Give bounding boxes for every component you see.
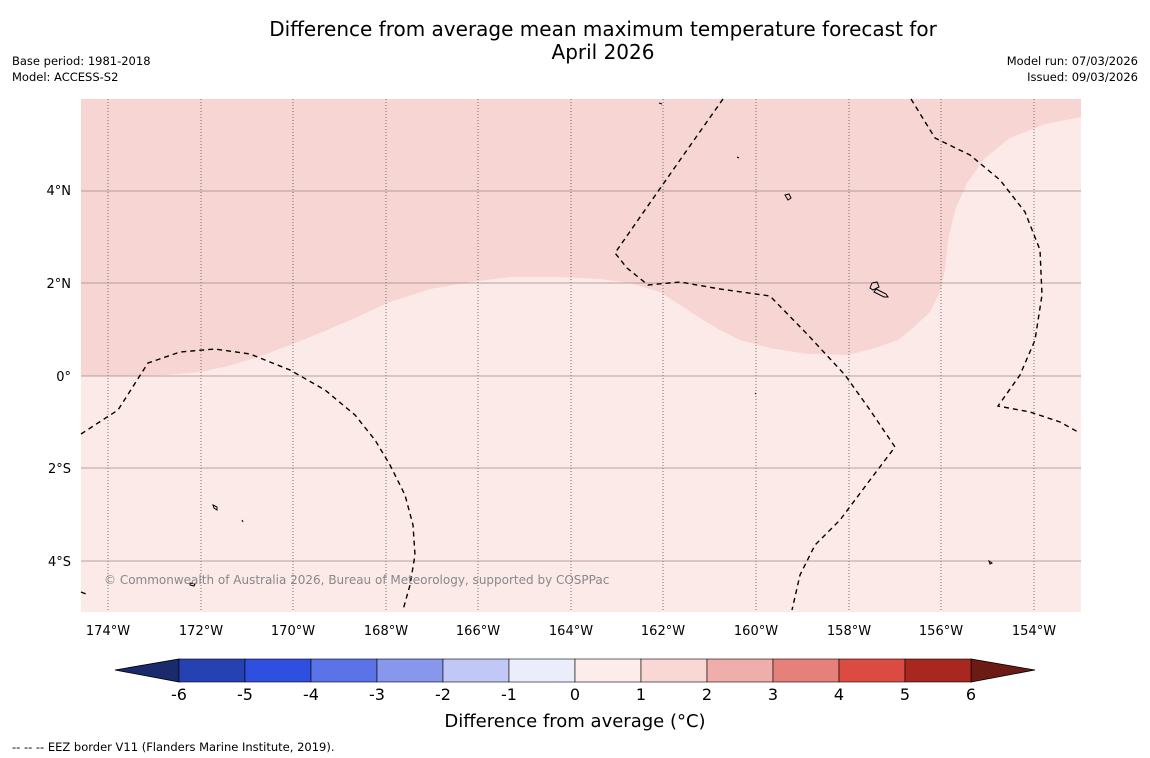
colorbar-segment <box>772 658 840 683</box>
colorbar-tick-label: 5 <box>900 685 910 700</box>
colorbar-segment <box>508 658 576 683</box>
lon-label: 168°W <box>364 624 408 639</box>
colorbar-tick-label: -4 <box>303 685 319 700</box>
lon-label: 166°W <box>456 624 500 639</box>
lon-label: 156°W <box>919 624 963 639</box>
latitude-labels: 4°N 2°N 0° 2°S 4°S <box>47 184 72 570</box>
anomaly-region-1-to-2 <box>81 99 1081 376</box>
longitude-labels: 174°W 172°W 170°W 168°W 166°W 164°W 162°… <box>86 624 1056 639</box>
lon-label: 154°W <box>1012 624 1056 639</box>
lon-label: 174°W <box>86 624 130 639</box>
colorbar-tick-label: 2 <box>702 685 712 700</box>
colorbar-tick-label: -6 <box>171 685 187 700</box>
base-period-text: Base period: 1981-2018 <box>12 54 151 68</box>
colorbar-segment <box>706 658 774 683</box>
lon-label: 170°W <box>271 624 315 639</box>
islands <box>189 102 993 587</box>
colorbar-segment <box>904 658 972 683</box>
lat-label: 2°S <box>48 462 71 477</box>
model-text: Model: ACCESS-S2 <box>12 69 119 84</box>
colorbar-segment <box>310 658 378 683</box>
lat-label: 4°N <box>47 184 72 199</box>
lat-label: 2°N <box>47 277 72 292</box>
colorbar-tick-label: 0 <box>570 685 580 700</box>
colorbar-segment <box>838 658 906 683</box>
lon-label: 158°W <box>827 624 871 639</box>
title-line-1: Difference from average mean maximum tem… <box>269 17 937 41</box>
colorbar: -6 -5 -4 -3 -2 -1 0 1 2 3 4 5 6 <box>114 658 1036 700</box>
map-title: Difference from average mean maximum tem… <box>0 18 1150 64</box>
copyright-text: © Commonwealth of Australia 2026, Bureau… <box>104 573 609 587</box>
colorbar-tick-label: -5 <box>237 685 253 700</box>
lon-label: 172°W <box>179 624 223 639</box>
colorbar-tick-label: 4 <box>834 685 844 700</box>
issued-text: Issued: 09/03/2026 <box>1027 69 1138 84</box>
colorbar-tick-label: 1 <box>636 685 646 700</box>
colorbar-over-arrow <box>970 658 1036 683</box>
colorbar-tick-label: -3 <box>369 685 385 700</box>
model-run-text: Model run: 07/03/2026 <box>1006 54 1138 68</box>
lon-label: 160°W <box>734 624 778 639</box>
colorbar-segment <box>640 658 708 683</box>
colorbar-label: Difference from average (°C) <box>444 711 706 732</box>
colorbar-tick-label: -2 <box>435 685 451 700</box>
title-line-2: April 2026 <box>551 40 655 64</box>
eez-footnote: -- -- -- EEZ border V11 (Flanders Marine… <box>12 740 335 754</box>
meta-left: Base period: 1981-2018 Model: ACCESS-S2 <box>12 54 151 85</box>
colorbar-tick-label: 3 <box>768 685 778 700</box>
meta-right: Model run: 07/03/2026 Issued: 09/03/2026 <box>1007 54 1138 85</box>
colorbar-segment <box>244 658 312 683</box>
colorbar-segment <box>442 658 510 683</box>
lon-label: 162°W <box>641 624 685 639</box>
colorbar-tick-label: -1 <box>501 685 517 700</box>
lat-label: 4°S <box>48 555 71 570</box>
colorbar-segment <box>574 658 642 683</box>
map-figure: 174°W 172°W 170°W 168°W 166°W 164°W 162°… <box>47 98 1081 700</box>
colorbar-segment <box>376 658 444 683</box>
lat-label: 0° <box>56 370 71 385</box>
colorbar-tick-label: 6 <box>966 685 976 700</box>
eez-borders <box>80 98 1079 611</box>
colorbar-under-arrow <box>114 658 180 683</box>
lon-label: 164°W <box>549 624 593 639</box>
latitude-gridlines <box>81 190 1081 562</box>
colorbar-segment <box>178 658 246 683</box>
